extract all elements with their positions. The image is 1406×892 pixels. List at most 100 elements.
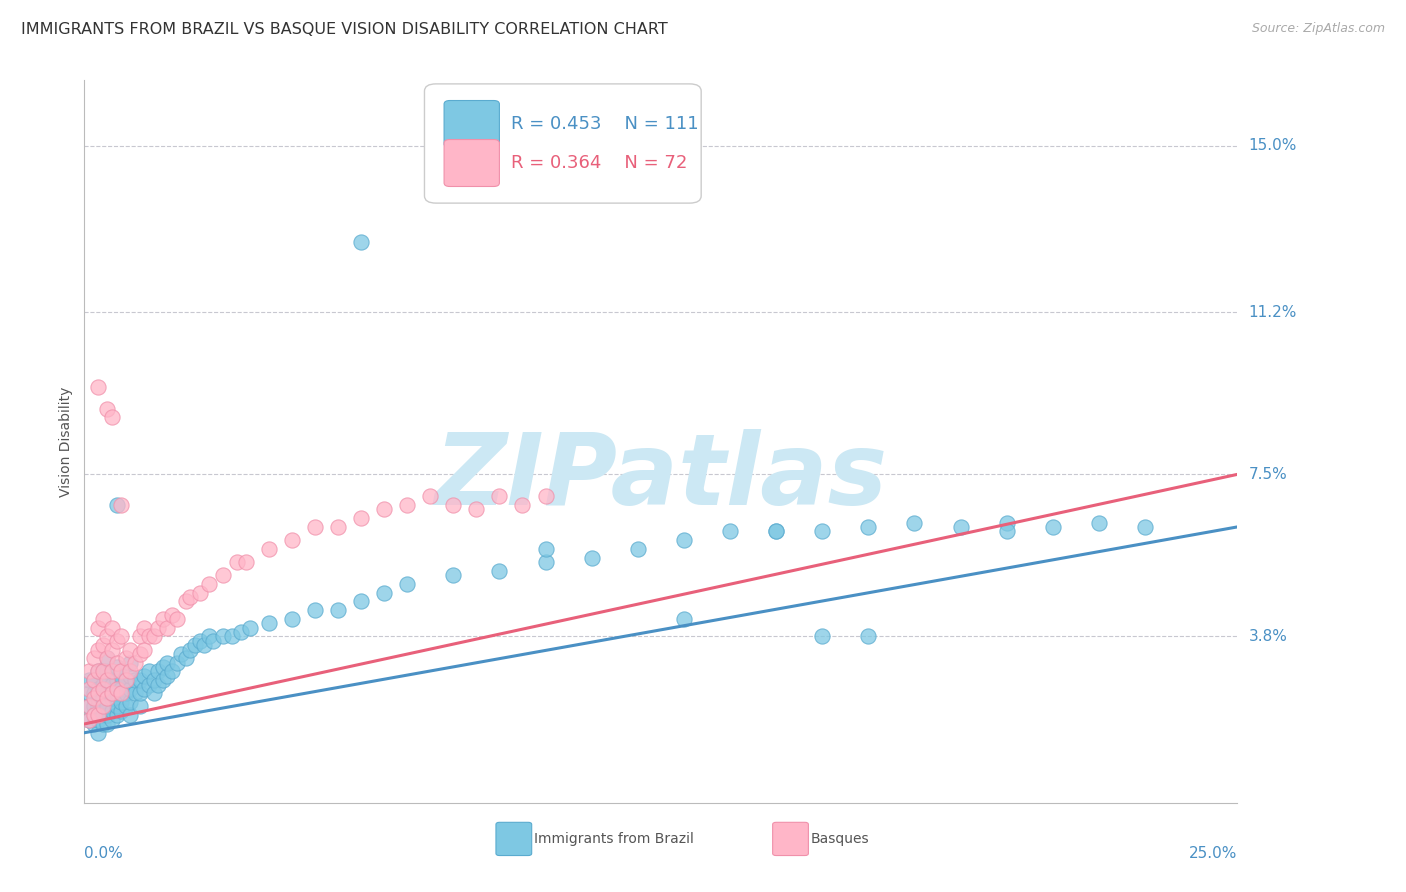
Point (124, 686, 146, 700)
Point (128, 686, 150, 700)
Point (124, 673, 146, 688)
Point (160, 607, 183, 622)
Text: R = 0.364    N = 72: R = 0.364 N = 72 (510, 154, 688, 172)
Point (83, 673, 105, 688)
Point (77, 681, 100, 696)
Point (184, 638, 207, 652)
Point (77, 686, 100, 700)
Point (198, 629, 221, 643)
Point (105, 633, 128, 648)
Point (188, 633, 211, 648)
Point (465, 502, 488, 516)
Point (91, 699, 114, 714)
Point (811, 524, 834, 539)
Point (257, 616, 280, 631)
Point (120, 656, 142, 670)
Point (128, 629, 150, 643)
Text: 11.2%: 11.2% (1249, 305, 1298, 320)
Point (91, 638, 114, 652)
Point (91, 665, 114, 679)
Point (115, 673, 138, 688)
Point (128, 673, 150, 688)
Point (101, 704, 124, 718)
Point (142, 686, 165, 700)
Point (101, 677, 124, 691)
Text: ZIPatlas: ZIPatlas (434, 429, 887, 526)
Point (77, 665, 100, 679)
Point (326, 603, 349, 617)
Point (858, 520, 880, 534)
Point (83, 699, 105, 714)
Point (87, 699, 110, 714)
Point (281, 612, 304, 626)
FancyBboxPatch shape (444, 139, 499, 186)
Point (373, 502, 395, 516)
Point (96, 665, 118, 679)
Point (903, 516, 925, 530)
Point (534, 489, 557, 503)
Point (105, 686, 128, 700)
Point (134, 642, 156, 657)
Point (326, 520, 349, 534)
Point (198, 577, 221, 591)
Point (718, 524, 741, 539)
Point (138, 665, 160, 679)
Point (146, 621, 169, 635)
Point (77, 699, 100, 714)
Point (77, 713, 100, 727)
Point (101, 713, 124, 727)
Y-axis label: Vision Disability: Vision Disability (59, 386, 73, 497)
Point (995, 516, 1018, 530)
Point (115, 651, 138, 665)
FancyBboxPatch shape (425, 84, 702, 203)
Point (166, 612, 188, 626)
Point (87, 686, 110, 700)
Text: Immigrants from Brazil: Immigrants from Brazil (534, 832, 695, 846)
Point (581, 550, 603, 565)
Point (77, 713, 100, 727)
Point (179, 642, 201, 657)
Point (110, 629, 132, 643)
Point (858, 629, 880, 643)
Point (142, 673, 165, 688)
Point (128, 647, 150, 661)
Point (105, 673, 128, 688)
Point (765, 524, 787, 539)
Point (949, 520, 972, 534)
Text: 7.5%: 7.5% (1249, 467, 1288, 482)
Point (101, 686, 124, 700)
Point (134, 681, 156, 696)
Point (110, 665, 132, 679)
Point (160, 665, 183, 679)
Point (134, 669, 156, 683)
Point (101, 410, 124, 425)
Point (138, 677, 160, 691)
Point (105, 656, 128, 670)
Point (96, 651, 118, 665)
Point (83, 686, 105, 700)
Point (211, 568, 233, 582)
Point (488, 564, 510, 578)
Point (811, 629, 834, 643)
Point (174, 651, 197, 665)
Point (534, 555, 557, 569)
Point (156, 621, 179, 635)
Point (91, 665, 114, 679)
FancyBboxPatch shape (444, 101, 499, 147)
Point (211, 629, 233, 643)
Point (87, 642, 110, 657)
Point (96, 673, 118, 688)
Point (225, 555, 247, 569)
Point (672, 612, 695, 626)
Point (152, 612, 174, 626)
Point (105, 498, 128, 512)
Point (96, 717, 118, 731)
Point (128, 699, 150, 714)
Point (83, 690, 105, 705)
Point (110, 695, 132, 709)
Point (83, 673, 105, 688)
Point (91, 690, 114, 705)
Point (83, 708, 105, 723)
Point (83, 708, 105, 723)
Point (87, 708, 110, 723)
